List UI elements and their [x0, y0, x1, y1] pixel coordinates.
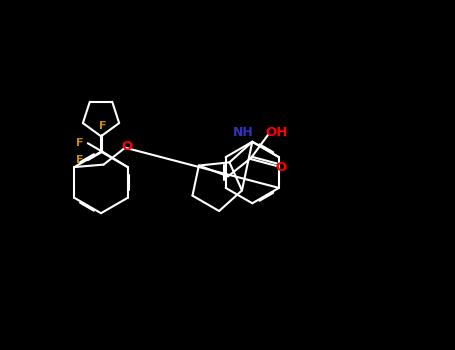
- Text: OH: OH: [266, 126, 288, 139]
- Text: F: F: [76, 138, 84, 148]
- Text: F: F: [99, 121, 106, 131]
- Text: O: O: [276, 161, 287, 174]
- Text: O: O: [121, 140, 133, 153]
- Text: NH: NH: [233, 126, 254, 139]
- Text: F: F: [76, 155, 84, 165]
